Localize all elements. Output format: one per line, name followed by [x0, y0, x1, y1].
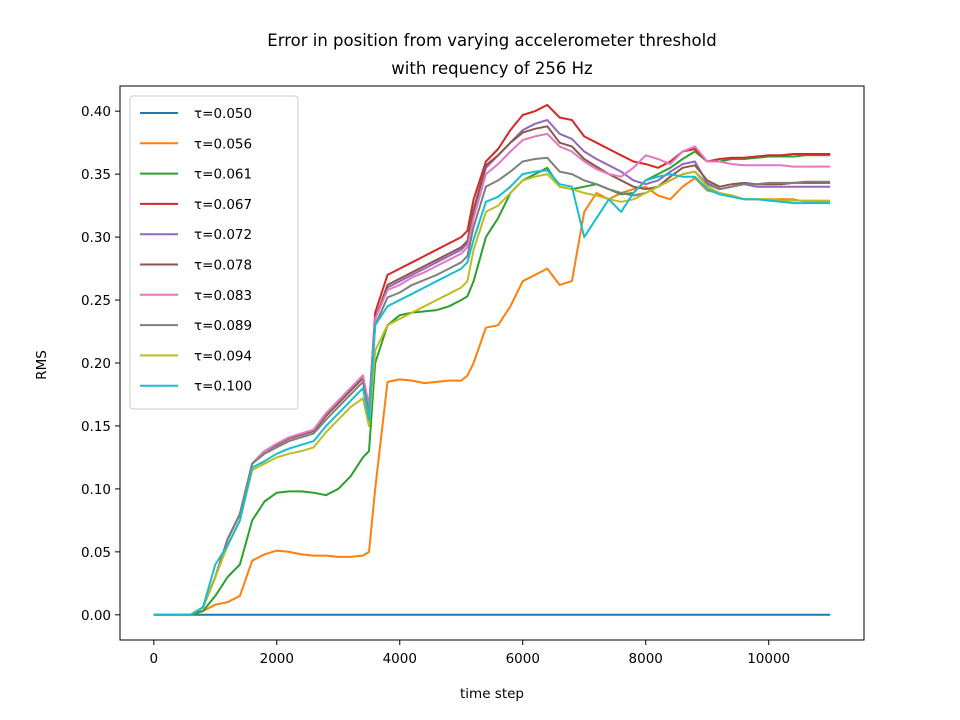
legend-label-1: τ=0.056 [194, 136, 252, 152]
plot-area: 0 2000 4000 6000 8000 10000 0.00 0.05 0.10 0.15 0.… [81, 85, 865, 667]
legend-label-7: τ=0.089 [194, 318, 252, 334]
series-line-9 [153, 169, 831, 616]
y-tick-label: 0.05 [81, 545, 111, 561]
legend-label-6: τ=0.083 [194, 288, 252, 304]
legend-label-3: τ=0.067 [194, 197, 252, 213]
y-tick-label: 0.20 [81, 356, 111, 372]
x-tick-label: 2000 [260, 651, 294, 667]
y-axis-label: RMS [34, 350, 50, 380]
y-tick-label: 0.25 [81, 293, 111, 309]
x-tick-label: 0 [150, 651, 159, 667]
series-line-5 [153, 125, 831, 616]
chart-title-line-2: with requency of 256 Hz [391, 59, 592, 78]
series-line-6 [153, 132, 831, 616]
legend-label-4: τ=0.072 [194, 227, 252, 243]
legend-label-2: τ=0.061 [194, 167, 252, 183]
series-line-8 [153, 170, 831, 616]
y-tick-label: 0.00 [81, 608, 111, 624]
legend-label-0: τ=0.050 [194, 106, 252, 122]
legend-label-8: τ=0.094 [194, 348, 252, 364]
x-tick-label: 10000 [747, 651, 790, 667]
y-tick-label: 0.40 [81, 104, 111, 120]
x-axis-label: time step [460, 686, 524, 702]
x-tick-label: 4000 [383, 651, 417, 667]
legend-label-9: τ=0.100 [194, 379, 252, 395]
x-tick-label: 6000 [506, 651, 540, 667]
x-tick-label: 8000 [629, 651, 663, 667]
chart-title-line-1: Error in position from varying accelerom… [267, 31, 716, 50]
y-tick-label: 0.30 [81, 230, 111, 246]
y-tick-label: 0.10 [81, 482, 111, 498]
legend-label-5: τ=0.078 [194, 258, 252, 274]
y-tick-label: 0.35 [81, 167, 111, 183]
y-tick-label: 0.15 [81, 419, 111, 435]
series-line-7 [153, 156, 831, 616]
